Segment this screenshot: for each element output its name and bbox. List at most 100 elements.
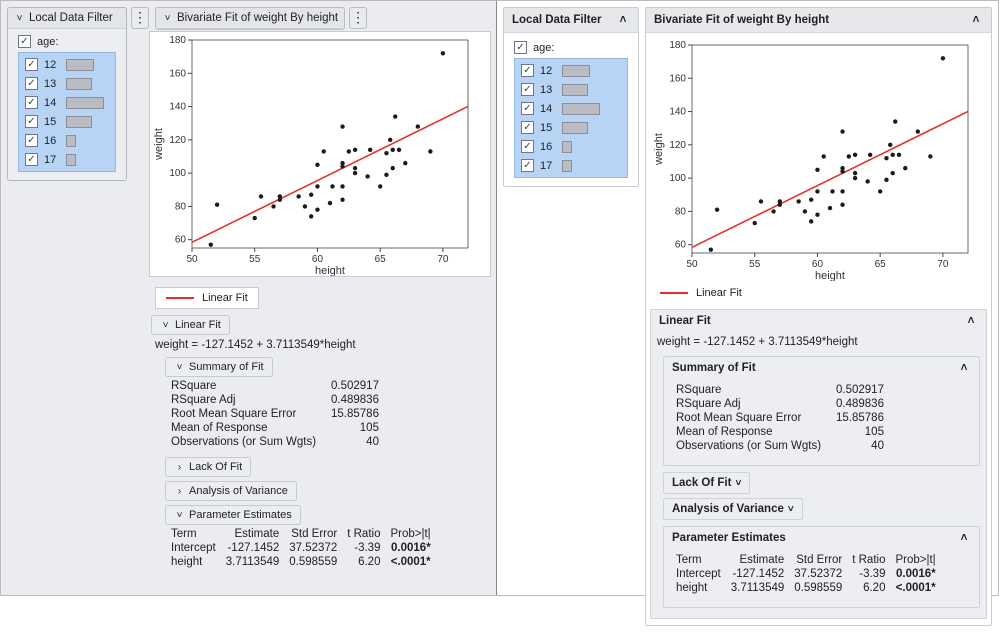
col-header: Term: [169, 527, 224, 541]
age-checkbox[interactable]: [521, 64, 534, 77]
age-filter-row[interactable]: 12: [21, 55, 113, 74]
age-checkbox[interactable]: [25, 77, 38, 90]
svg-text:55: 55: [749, 259, 761, 270]
table-row: RSquare0.502917: [169, 379, 387, 393]
table-row: Mean of Response105: [169, 421, 387, 435]
local-data-filter-header[interactable]: ˅ Local Data Filter: [8, 8, 126, 29]
age-bar: [66, 59, 94, 71]
lack-of-fit-section[interactable]: › Lack Of Fit: [165, 457, 251, 477]
svg-text:180: 180: [169, 35, 186, 46]
cell: 0.0016*: [893, 567, 943, 581]
summary-of-fit-section[interactable]: ˅ Summary of Fit: [165, 357, 273, 377]
age-filter-row[interactable]: 15: [21, 112, 113, 131]
age-bar: [562, 160, 572, 172]
col-header: Std Error: [792, 553, 850, 567]
summary-title: Summary of Fit: [189, 361, 264, 373]
age-checkbox[interactable]: [521, 83, 534, 96]
age-checkbox[interactable]: [521, 159, 534, 172]
chevron-down-icon: ˅: [788, 504, 794, 515]
col-header: t Ratio: [345, 527, 388, 541]
age-bar: [66, 97, 104, 109]
col-header: t Ratio: [850, 553, 893, 567]
age-master-checkbox[interactable]: [514, 41, 527, 54]
linear-fit-section[interactable]: ˅ Linear Fit: [151, 315, 230, 335]
summary-label: Mean of Response: [674, 425, 834, 439]
local-data-filter-title: Local Data Filter: [29, 12, 113, 24]
age-filter-row[interactable]: 13: [517, 80, 625, 99]
summary-header[interactable]: Summary of Fit ˄: [664, 357, 979, 379]
cell: 3.7113549: [729, 581, 793, 595]
parameter-estimates-table: TermEstimateStd Errort RatioProb>|t|Inte…: [674, 553, 944, 595]
svg-text:140: 140: [669, 107, 686, 118]
age-filter-row[interactable]: 13: [21, 74, 113, 93]
col-header: Prob>|t|: [388, 527, 438, 541]
age-filter-row[interactable]: 17: [517, 156, 625, 175]
param-header[interactable]: Parameter Estimates ˄: [664, 527, 979, 549]
cell: 6.20: [850, 581, 893, 595]
age-filter-row[interactable]: 16: [21, 131, 113, 150]
age-value: 17: [540, 160, 556, 172]
svg-text:120: 120: [669, 140, 686, 151]
cell: 0.598559: [287, 555, 345, 569]
age-checkbox[interactable]: [25, 58, 38, 71]
svg-text:65: 65: [875, 259, 887, 270]
age-checkbox[interactable]: [25, 134, 38, 147]
chevron-down-icon: ˅: [160, 320, 171, 331]
cell: 37.52372: [287, 541, 345, 555]
age-filter-row[interactable]: 15: [517, 118, 625, 137]
linear-fit-header[interactable]: Linear Fit ˄: [651, 310, 986, 332]
summary-label: RSquare Adj: [674, 397, 834, 411]
cell: -127.1452: [729, 567, 793, 581]
cell: Intercept: [674, 567, 729, 581]
col-header: Estimate: [729, 553, 793, 567]
svg-text:50: 50: [686, 259, 698, 270]
age-bar: [562, 122, 588, 134]
age-checkbox[interactable]: [25, 96, 38, 109]
filter-menu-button[interactable]: ⋮: [131, 7, 149, 29]
age-master-checkbox[interactable]: [18, 35, 31, 48]
summary-of-fit-table: RSquare0.502917RSquare Adj0.489836Root M…: [674, 383, 892, 453]
summary-value: 15.85786: [834, 411, 892, 425]
table-row: RSquare Adj0.489836: [674, 397, 892, 411]
age-checkbox[interactable]: [521, 121, 534, 134]
age-checkbox[interactable]: [521, 140, 534, 153]
age-checkbox[interactable]: [25, 153, 38, 166]
summary-label: Observations (or Sum Wgts): [169, 435, 329, 449]
parameter-estimates-section[interactable]: ˅ Parameter Estimates: [165, 505, 301, 525]
kebab-icon: ⋮: [133, 15, 147, 21]
chevron-up-icon: ˄: [969, 13, 983, 27]
age-filter-row[interactable]: 14: [21, 93, 113, 112]
legend: Linear Fit: [155, 287, 259, 309]
age-filter-row[interactable]: 12: [517, 61, 625, 80]
age-filter-row[interactable]: 17: [21, 150, 113, 169]
svg-text:100: 100: [169, 168, 186, 179]
age-filter-row[interactable]: 16: [517, 137, 625, 156]
table-row: Intercept-127.145237.52372-3.390.0016*: [169, 541, 439, 555]
chart-svg: 60801001201401601805055606570heightweigh…: [150, 32, 480, 276]
anova-section[interactable]: › Analysis of Variance: [165, 481, 297, 501]
age-value: 13: [540, 84, 556, 96]
anova-button[interactable]: Analysis of Variance ˅: [663, 498, 803, 520]
summary-label: Root Mean Square Error: [674, 411, 834, 425]
table-row: RSquare Adj0.489836: [169, 393, 387, 407]
bivariate-menu-button[interactable]: ⋮: [349, 7, 367, 29]
summary-label: RSquare: [674, 383, 834, 397]
age-checkbox[interactable]: [521, 102, 534, 115]
param-title: Parameter Estimates: [672, 532, 786, 544]
svg-text:weight: weight: [653, 133, 665, 166]
svg-text:180: 180: [669, 40, 686, 51]
col-header: Std Error: [287, 527, 345, 541]
summary-label: Root Mean Square Error: [169, 407, 329, 421]
age-value: 14: [44, 97, 60, 109]
bivariate-header[interactable]: Bivariate Fit of weight By height ˄: [646, 8, 991, 33]
age-filter-row[interactable]: 14: [517, 99, 625, 118]
svg-text:60: 60: [312, 254, 324, 265]
table-row: Root Mean Square Error15.85786: [169, 407, 387, 421]
summary-value: 40: [834, 439, 892, 453]
age-value: 17: [44, 154, 60, 166]
age-checkbox[interactable]: [25, 115, 38, 128]
svg-text:80: 80: [175, 201, 187, 212]
bivariate-header[interactable]: ˅ Bivariate Fit of weight By height: [156, 8, 344, 29]
lack-of-fit-button[interactable]: Lack Of Fit ˅: [663, 472, 750, 494]
local-data-filter-header[interactable]: Local Data Filter ˄: [504, 8, 638, 33]
